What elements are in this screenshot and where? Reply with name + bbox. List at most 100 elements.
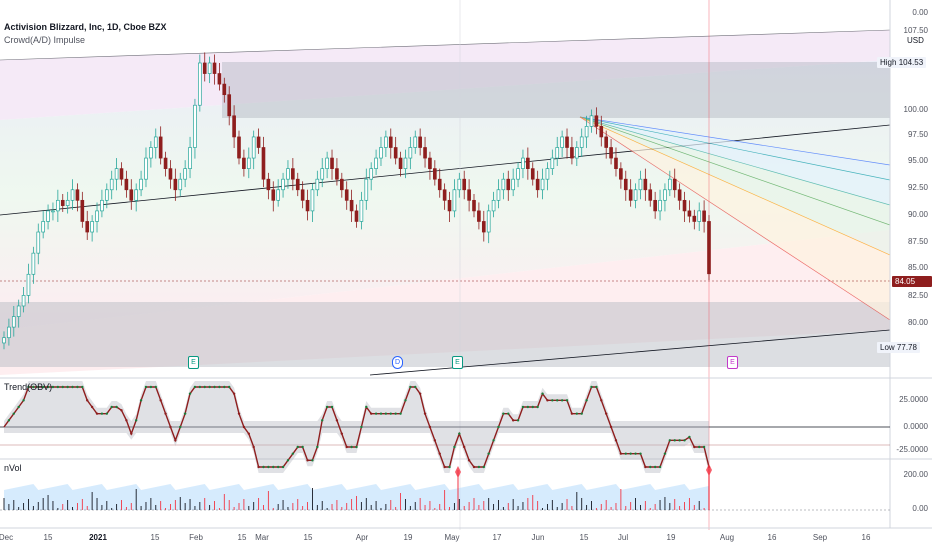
candle-body bbox=[129, 189, 134, 201]
trend-dot bbox=[629, 452, 632, 455]
trend-dot bbox=[139, 399, 143, 402]
trend-dot bbox=[394, 412, 397, 415]
candle-body bbox=[506, 178, 511, 191]
trend-dot bbox=[482, 465, 485, 469]
trend-dot bbox=[404, 399, 407, 402]
candle-body bbox=[291, 168, 295, 180]
candle-body bbox=[433, 168, 437, 180]
candle-body bbox=[237, 136, 241, 159]
candle-body bbox=[516, 168, 520, 180]
trend-pane-label[interactable]: Trend(OBV) bbox=[4, 382, 53, 392]
candle-body bbox=[374, 157, 378, 169]
time-axis-label: 17 bbox=[492, 533, 502, 542]
trend-dot bbox=[46, 385, 50, 389]
trend-dot bbox=[149, 385, 153, 389]
earnings-event-icon[interactable]: E bbox=[452, 356, 463, 369]
trend-dot bbox=[698, 445, 701, 449]
trend-dot bbox=[438, 452, 441, 455]
trend-dot bbox=[546, 399, 549, 402]
trend-dot bbox=[644, 465, 647, 469]
price-tick: 0.00 bbox=[912, 8, 928, 17]
candle-body bbox=[134, 189, 139, 201]
candle-body bbox=[599, 126, 604, 138]
trend-dot bbox=[198, 385, 202, 389]
time-axis-label: 15 bbox=[43, 533, 53, 542]
trend-dot bbox=[22, 399, 25, 402]
trend-dot bbox=[516, 419, 520, 422]
trend-dot bbox=[414, 385, 417, 389]
trend-dot bbox=[409, 385, 412, 389]
candle-body bbox=[486, 210, 491, 233]
pitchfork-upper-line bbox=[0, 29, 891, 61]
trend-dot bbox=[614, 439, 618, 442]
candle-body bbox=[124, 178, 129, 191]
candle-body bbox=[330, 157, 334, 169]
trend-dot bbox=[120, 409, 123, 412]
candle-body bbox=[56, 199, 60, 212]
trend-dot bbox=[355, 445, 358, 449]
nvol-pane-label[interactable]: nVol bbox=[4, 463, 22, 473]
trend-dot bbox=[663, 452, 667, 455]
candle-body bbox=[481, 221, 486, 233]
upcoming-earnings-event-icon[interactable]: E bbox=[727, 356, 738, 369]
trend-dot bbox=[105, 412, 109, 415]
trend-dot bbox=[316, 445, 319, 449]
trend-dot bbox=[301, 445, 304, 449]
earnings-event-icon[interactable]: E bbox=[188, 356, 199, 369]
trend-dot bbox=[71, 385, 74, 389]
candle-body bbox=[183, 168, 187, 180]
trend-dot bbox=[560, 399, 564, 402]
low-label: Low 77.78 bbox=[877, 342, 920, 353]
candle-body bbox=[119, 168, 124, 180]
time-axis-label: 15 bbox=[237, 533, 247, 542]
trend-dot bbox=[110, 405, 113, 409]
candle-body bbox=[496, 189, 501, 201]
time-axis-label: May bbox=[444, 533, 460, 542]
time-axis-label: Feb bbox=[189, 533, 203, 542]
candle-body bbox=[555, 147, 560, 159]
trend-dot bbox=[66, 385, 69, 389]
candle-body bbox=[682, 199, 687, 212]
trend-dot bbox=[174, 439, 177, 442]
indicator-legend[interactable]: Crowd(A/D) Impulse bbox=[4, 35, 86, 45]
dividend-event-icon[interactable]: D bbox=[392, 356, 403, 369]
trend-dot bbox=[183, 412, 187, 415]
candle-body bbox=[227, 94, 232, 117]
trend-tick: 25.0000 bbox=[899, 395, 928, 404]
candle-body bbox=[198, 62, 202, 106]
high-value: 104.53 bbox=[898, 58, 924, 67]
candle-body bbox=[707, 221, 711, 275]
trend-dot bbox=[159, 399, 162, 402]
candle-body bbox=[384, 136, 388, 148]
symbol-legend[interactable]: Activision Blizzard, Inc, 1D, Cboe BZX bbox=[4, 22, 167, 32]
trend-dot bbox=[86, 399, 89, 402]
price-tick: 87.50 bbox=[907, 237, 928, 246]
candle-body bbox=[442, 189, 447, 201]
trend-dot bbox=[311, 459, 314, 462]
trend-dot bbox=[467, 459, 471, 462]
candle-body bbox=[663, 189, 667, 201]
trend-dot bbox=[379, 412, 383, 415]
candle-body bbox=[246, 157, 251, 169]
trend-dot bbox=[526, 405, 530, 409]
nvol-spike-may-marker bbox=[455, 466, 461, 478]
candle-body bbox=[349, 199, 354, 212]
trend-dot bbox=[600, 399, 603, 402]
candle-body bbox=[75, 189, 80, 201]
candle-body bbox=[193, 104, 197, 148]
trend-dot bbox=[272, 465, 275, 469]
trend-dot bbox=[565, 399, 569, 402]
trend-dot bbox=[134, 419, 138, 422]
trend-dot bbox=[428, 425, 432, 429]
candle-body bbox=[104, 189, 109, 201]
pitchfork-lower-band bbox=[0, 230, 890, 375]
time-axis-label: Aug bbox=[719, 533, 735, 542]
high-label-text: High bbox=[880, 58, 897, 67]
candle-body bbox=[339, 178, 344, 191]
trend-dot bbox=[37, 385, 40, 389]
trend-dot bbox=[115, 405, 118, 409]
trend-dot bbox=[423, 412, 427, 415]
main-pane bbox=[0, 0, 891, 530]
